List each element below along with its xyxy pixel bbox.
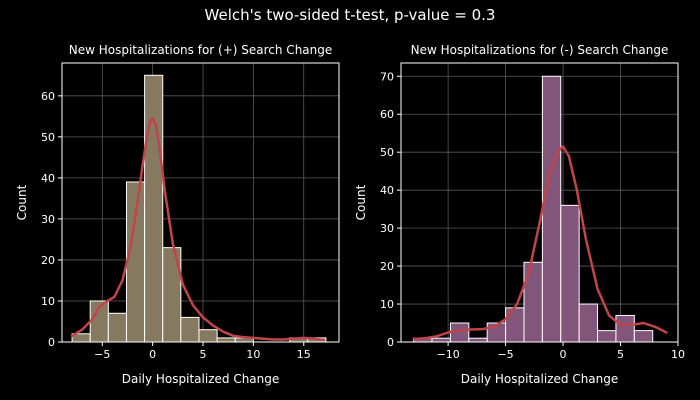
x-tick-label: 0 — [560, 348, 567, 361]
right-axes-frame — [400, 62, 679, 343]
histogram-bar — [633, 330, 654, 343]
histogram-bar — [597, 330, 617, 343]
left-panel-title: New Hospitalizations for (+) Search Chan… — [69, 43, 333, 57]
histogram-bar — [615, 314, 635, 343]
y-tick-label: 30 — [380, 222, 394, 235]
histogram-bar — [431, 337, 451, 343]
left-histogram-panel: −5 0 5 10 15 0 10 20 30 40 50 60 New Hospitalization… — [15, 43, 340, 386]
y-tick-label: 60 — [380, 108, 394, 121]
y-tick-label: 50 — [380, 146, 394, 159]
histogram-bar — [198, 329, 218, 343]
right-x-axis-label: Daily Hospitalized Change — [461, 372, 619, 386]
histogram-bar — [180, 316, 200, 343]
histogram-bar — [578, 303, 599, 343]
x-tick-label: 5 — [617, 348, 624, 361]
figure-title: Welch's two-sided t-test, p-value = 0.3 — [205, 6, 496, 24]
kde-curve — [412, 145, 668, 341]
x-tick-label: −10 — [437, 348, 460, 361]
y-tick-label: 0 — [48, 336, 55, 349]
x-tick-label: 15 — [297, 348, 311, 361]
y-tick-label: 70 — [380, 70, 394, 83]
histogram-bar — [468, 337, 488, 343]
histogram-bar — [107, 312, 127, 343]
x-tick-label: −5 — [94, 348, 110, 361]
histogram-bar — [523, 261, 543, 343]
left-axes-background — [62, 63, 339, 342]
x-tick-label: 5 — [200, 348, 207, 361]
x-tick-label: 0 — [149, 348, 156, 361]
histogram-bar — [505, 307, 525, 343]
right-histogram-panel: −10 −5 0 5 10 0 10 20 30 40 50 60 70 New Hospitalizat… — [354, 43, 685, 386]
y-tick-label: 10 — [380, 298, 394, 311]
left-x-axis-label: Daily Hospitalized Change — [122, 372, 280, 386]
y-tick-label: 50 — [41, 131, 55, 144]
y-tick-label: 30 — [41, 213, 55, 226]
y-tick-label: 10 — [41, 295, 55, 308]
y-tick-label: 60 — [41, 90, 55, 103]
y-tick-label: 20 — [380, 260, 394, 273]
histogram-bar — [560, 204, 580, 343]
y-tick-label: 20 — [41, 254, 55, 267]
right-panel-title: New Hospitalizations for (-) Search Chan… — [411, 43, 669, 57]
y-tick-label: 40 — [41, 172, 55, 185]
kde-curve — [70, 117, 326, 342]
y-tick-label: 0 — [387, 336, 394, 349]
left-y-axis-label: Count — [15, 184, 29, 220]
x-tick-label: −5 — [497, 348, 513, 361]
x-tick-label: 10 — [671, 348, 685, 361]
histogram-bar — [144, 74, 164, 343]
histogram-bar — [541, 75, 562, 343]
x-tick-label: 10 — [246, 348, 260, 361]
right-y-axis-label: Count — [354, 184, 368, 220]
histogram-bar — [125, 181, 146, 343]
histogram-bar — [216, 337, 236, 343]
left-axes-frame — [61, 62, 340, 343]
y-tick-label: 40 — [380, 184, 394, 197]
